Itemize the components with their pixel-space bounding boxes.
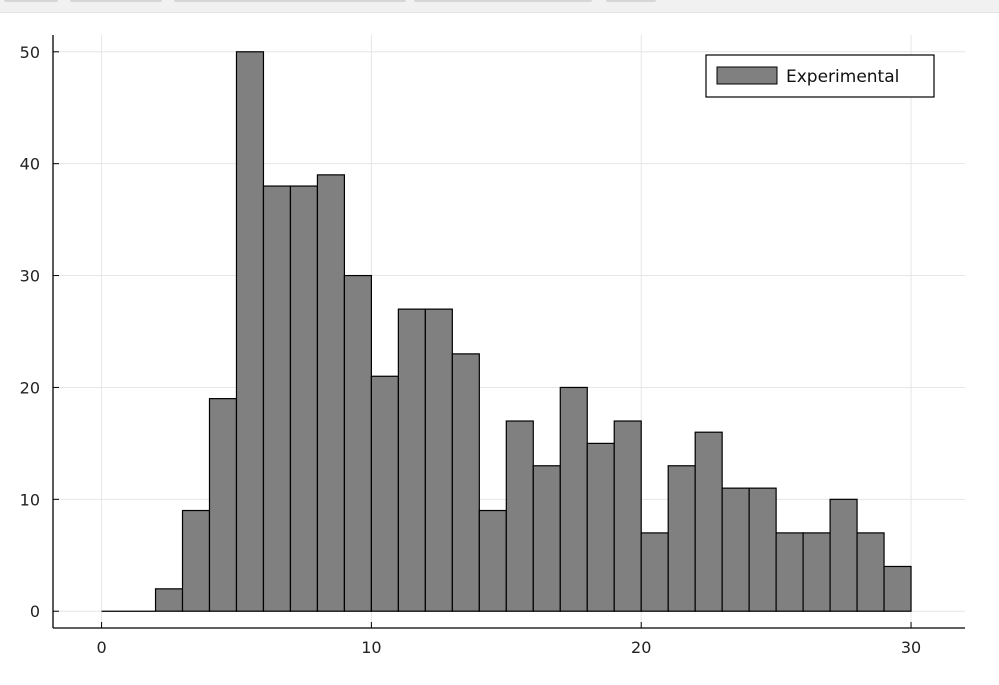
histogram-bar <box>343 274 372 612</box>
histogram-bar <box>316 174 346 612</box>
histogram-bar <box>721 487 750 612</box>
histogram-bar <box>478 509 507 612</box>
histogram-bar <box>748 487 777 612</box>
histogram-bar <box>370 375 399 612</box>
histogram-bar <box>667 465 696 612</box>
histogram-bar <box>262 185 292 612</box>
top-toolbar-strip <box>0 0 999 13</box>
histogram-bar <box>397 308 426 612</box>
x-tick-label: 10 <box>361 638 381 657</box>
x-axis-ticks: 0 10 20 30 <box>96 622 921 657</box>
legend: Experimental <box>705 54 935 98</box>
y-tick-label: 50 <box>20 43 40 62</box>
histogram-bar <box>154 588 184 612</box>
y-axis-ticks: 0 10 20 30 40 50 <box>20 43 59 621</box>
y-tick-label: 20 <box>20 378 40 397</box>
histogram-bar <box>424 308 453 612</box>
axes <box>52 35 965 629</box>
x-tick-label: 20 <box>631 638 651 657</box>
histogram-bar <box>829 498 858 612</box>
histogram-bar <box>289 185 319 612</box>
legend-swatch <box>716 66 778 85</box>
histogram-bar <box>559 386 588 612</box>
y-tick-label: 10 <box>20 490 40 509</box>
histogram-bar <box>208 398 238 612</box>
y-tick-label: 0 <box>30 602 40 621</box>
histogram-bar <box>640 532 669 612</box>
histogram-bar <box>802 532 831 612</box>
toolbar-tab[interactable] <box>70 0 162 2</box>
histogram-bar <box>532 465 561 612</box>
histogram-bar <box>181 509 211 612</box>
bars <box>101 51 912 612</box>
legend-label: Experimental <box>786 67 899 87</box>
histogram-bar <box>856 532 885 612</box>
x-tick-label: 0 <box>96 638 106 657</box>
x-tick-label: 30 <box>901 638 921 657</box>
histogram-bar <box>505 420 534 612</box>
histogram-bar <box>694 431 723 612</box>
histogram-bar <box>586 442 615 612</box>
histogram-bar <box>235 51 265 612</box>
histogram-bar <box>883 565 912 612</box>
histogram-bar <box>451 353 480 612</box>
y-tick-label: 40 <box>20 155 40 174</box>
toolbar-tab[interactable] <box>606 0 656 2</box>
toolbar-tab[interactable] <box>174 0 406 2</box>
histogram-bar <box>775 532 804 612</box>
toolbar-tab[interactable] <box>4 0 58 2</box>
y-tick-label: 30 <box>20 267 40 286</box>
histogram-bar <box>613 420 642 612</box>
toolbar-tab[interactable] <box>414 0 592 2</box>
